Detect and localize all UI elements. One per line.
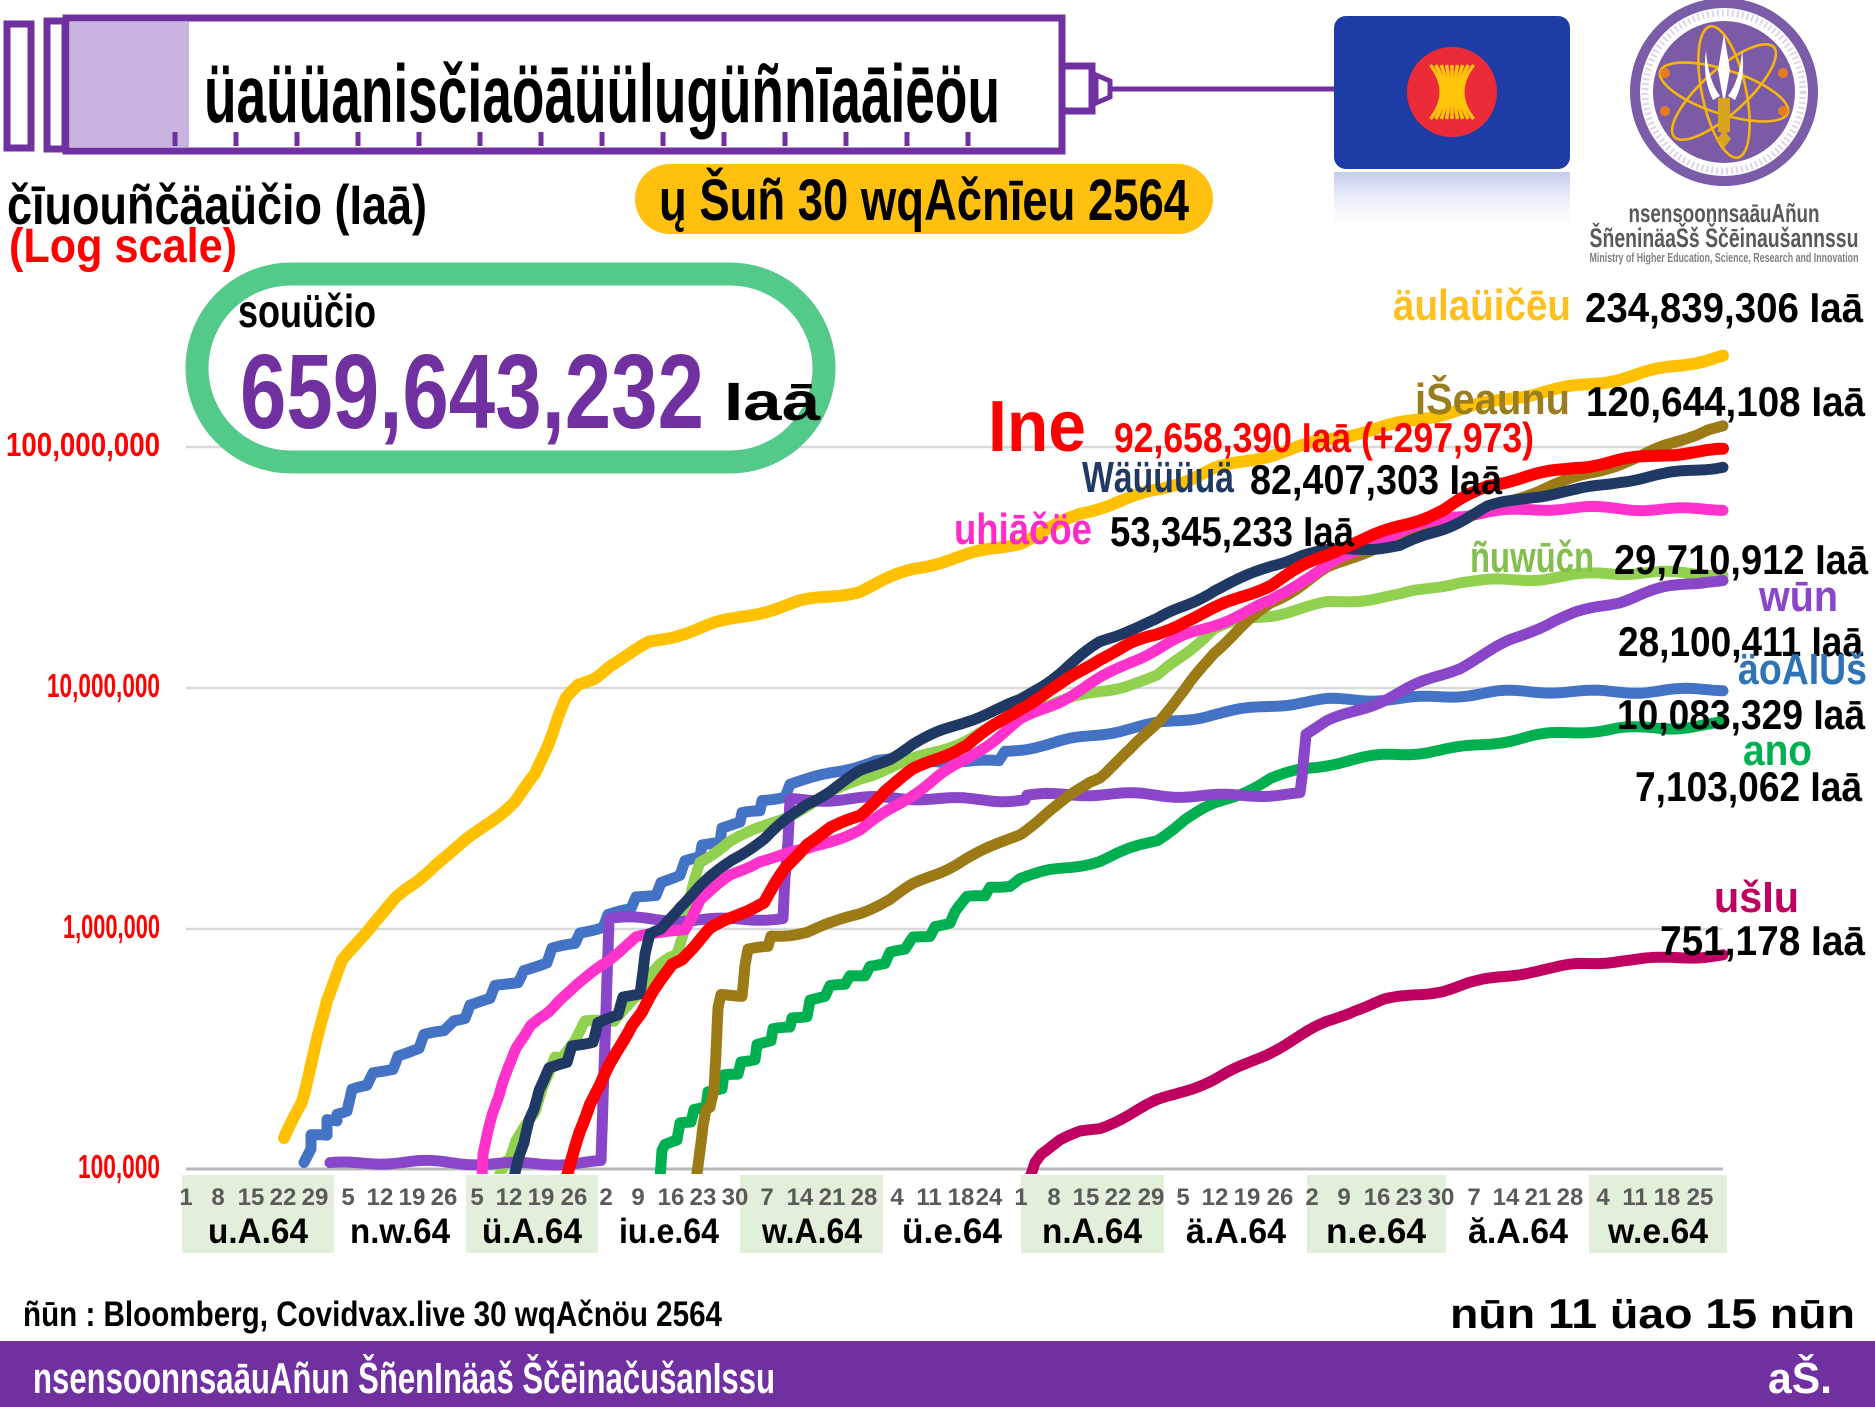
svg-text:ñūn : Bloomberg, Covidvax.live: ñūn : Bloomberg, Covidvax.live 30 wqAčnö…: [23, 1295, 722, 1334]
svg-text:nūn 11 üao 15 nūn: nūn 11 üao 15 nūn: [1450, 1290, 1855, 1337]
svg-text:16: 16: [658, 1184, 685, 1211]
svg-text:11: 11: [916, 1184, 941, 1211]
svg-text:18: 18: [948, 1184, 975, 1211]
svg-text:21: 21: [819, 1184, 846, 1211]
svg-text:29,710,912 Iaā: 29,710,912 Iaā: [1614, 536, 1869, 583]
svg-text:82,407,303 Iaā: 82,407,303 Iaā: [1250, 456, 1503, 503]
svg-text:25: 25: [1687, 1184, 1714, 1211]
svg-text:30: 30: [1428, 1184, 1455, 1211]
svg-text:wūn: wūn: [1758, 572, 1838, 621]
svg-text:nsensoonnsaāuAñun ŠñenInäaš Šč: nsensoonnsaāuAñun ŠñenInäaš ŠčēinačušanI…: [33, 1352, 775, 1403]
svg-text:28: 28: [1557, 1184, 1584, 1211]
svg-text:7: 7: [760, 1184, 773, 1211]
svg-text:ŠñeninäaŠš Ščēinaušannssu: ŠñeninäaŠš Ščēinaušannssu: [1590, 222, 1859, 253]
svg-text:18: 18: [1654, 1184, 1681, 1211]
svg-text:ü.A.64: ü.A.64: [482, 1212, 582, 1251]
svg-text:24: 24: [976, 1184, 1003, 1211]
svg-text:23: 23: [690, 1184, 717, 1211]
svg-text:nsensoonnsaāuAñun: nsensoonnsaāuAñun: [1629, 198, 1820, 228]
svg-text:w.A.64: w.A.64: [761, 1212, 862, 1251]
svg-text:Ministry of Higher Education,: Ministry of Higher Education, Science, R…: [1590, 250, 1859, 265]
svg-text:5: 5: [341, 1184, 354, 1211]
svg-text:14: 14: [1493, 1184, 1520, 1211]
svg-text:12: 12: [496, 1184, 523, 1211]
svg-text:ä.A.64: ä.A.64: [1186, 1212, 1287, 1251]
svg-text:12: 12: [1202, 1184, 1229, 1211]
svg-text:8: 8: [211, 1184, 224, 1211]
svg-text:751,178 Iaā: 751,178 Iaā: [1660, 917, 1866, 964]
svg-text:100,000,000: 100,000,000: [6, 426, 160, 463]
svg-text:u.A.64: u.A.64: [208, 1212, 308, 1251]
svg-text:čīuouñčäaüčio (Iaā): čīuouñčäaüčio (Iaā): [7, 173, 427, 236]
svg-text:n.w.64: n.w.64: [350, 1212, 451, 1251]
svg-text:iu.e.64: iu.e.64: [619, 1212, 719, 1251]
svg-text:5: 5: [470, 1184, 483, 1211]
svg-text:ušIu: ušIu: [1714, 873, 1799, 922]
svg-text:7: 7: [1467, 1184, 1480, 1211]
svg-text:15: 15: [1073, 1184, 1100, 1211]
svg-text:iŠeaunu: iŠeaunu: [1415, 373, 1570, 424]
svg-text:10,000,000: 10,000,000: [47, 667, 160, 704]
svg-text:üaüüanisčiaöāüülugüñnīaāiēöu: üaüüanisčiaöāüülugüñnīaāiēöu: [204, 49, 1000, 140]
svg-text:9: 9: [1337, 1184, 1350, 1211]
svg-text:12: 12: [367, 1184, 394, 1211]
svg-text:28: 28: [851, 1184, 878, 1211]
svg-text:uhiāčöe: uhiāčöe: [954, 505, 1092, 554]
svg-text:659,643,232: 659,643,232: [240, 333, 704, 451]
svg-text:120,644,108 Iaā: 120,644,108 Iaā: [1586, 378, 1866, 425]
svg-text:234,839,306 Iaā: 234,839,306 Iaā: [1585, 284, 1864, 331]
svg-text:Ine: Ine: [988, 387, 1086, 467]
svg-text:92,658,390 Iaā (+297,973): 92,658,390 Iaā (+297,973): [1114, 414, 1534, 461]
svg-text:30: 30: [722, 1184, 749, 1211]
svg-text:ü.e.64: ü.e.64: [902, 1212, 1003, 1251]
svg-text:9: 9: [631, 1184, 644, 1211]
svg-text:15: 15: [238, 1184, 265, 1211]
svg-text:19: 19: [528, 1184, 555, 1211]
svg-text:10,083,329 Iaā: 10,083,329 Iaā: [1617, 691, 1866, 738]
svg-text:2: 2: [599, 1184, 612, 1211]
svg-text:4: 4: [890, 1184, 904, 1211]
svg-text:22: 22: [1105, 1184, 1132, 1211]
svg-text:26: 26: [431, 1184, 458, 1211]
svg-text:23: 23: [1396, 1184, 1423, 1211]
svg-text:29: 29: [1138, 1184, 1165, 1211]
svg-text:22: 22: [270, 1184, 297, 1211]
svg-text:7,103,062 Iaā: 7,103,062 Iaā: [1635, 763, 1863, 810]
svg-text:26: 26: [1267, 1184, 1294, 1211]
svg-text:w.e.64: w.e.64: [1607, 1212, 1708, 1251]
svg-text:29: 29: [302, 1184, 329, 1211]
svg-text:100,000: 100,000: [78, 1148, 160, 1185]
svg-text:ano: ano: [1743, 726, 1812, 775]
svg-text:8: 8: [1047, 1184, 1060, 1211]
svg-text:19: 19: [1234, 1184, 1261, 1211]
svg-text:n.A.64: n.A.64: [1042, 1212, 1142, 1251]
svg-text:1: 1: [1014, 1184, 1027, 1211]
svg-text:äoAIUš: äoAIUš: [1738, 645, 1867, 694]
svg-text:28,100,411 Iaā: 28,100,411 Iaā: [1618, 618, 1864, 665]
svg-text:53,345,233 Iaā: 53,345,233 Iaā: [1110, 508, 1355, 555]
svg-text:ă.A.64: ă.A.64: [1468, 1212, 1569, 1251]
svg-text:19: 19: [399, 1184, 426, 1211]
svg-text:n.e.64: n.e.64: [1326, 1212, 1427, 1251]
svg-text:Iaā: Iaā: [724, 372, 821, 432]
svg-text:1,000,000: 1,000,000: [63, 908, 160, 945]
svg-text:21: 21: [1525, 1184, 1552, 1211]
svg-text:26: 26: [561, 1184, 588, 1211]
svg-text:aŠ.: aŠ.: [1768, 1352, 1832, 1403]
svg-text:1: 1: [179, 1184, 192, 1211]
svg-text:14: 14: [787, 1184, 814, 1211]
svg-text:4: 4: [1596, 1184, 1610, 1211]
svg-text:5: 5: [1176, 1184, 1189, 1211]
svg-text:(Log scale): (Log scale): [9, 220, 237, 273]
svg-text:ų Šuñ 30 wqAčnīeu 2564: ų Šuñ 30 wqAčnīeu 2564: [659, 168, 1189, 233]
svg-text:11: 11: [1622, 1184, 1647, 1211]
svg-text:äulaüičēu: äulaüičēu: [1393, 281, 1571, 330]
svg-text:16: 16: [1364, 1184, 1391, 1211]
svg-text:2: 2: [1305, 1184, 1318, 1211]
svg-text:Wäüüüuä: Wäüüüuä: [1082, 453, 1234, 502]
svg-text:souüčio: souüčio: [238, 285, 376, 337]
svg-text:ñuwūčn: ñuwūčn: [1470, 533, 1594, 582]
